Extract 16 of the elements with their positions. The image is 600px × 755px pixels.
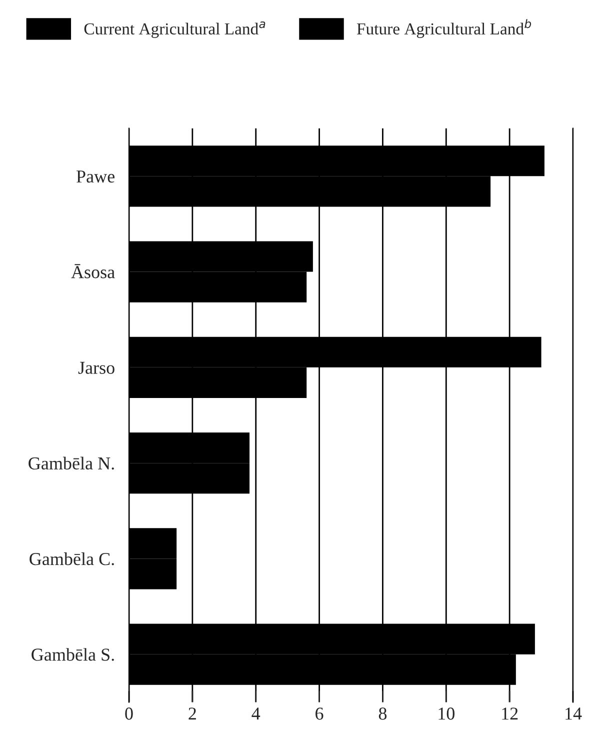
x-tick-label: 12 [502, 708, 518, 720]
x-tick-label: 0 [125, 708, 133, 720]
x-tick-label: 6 [316, 708, 324, 720]
legend-label: Current Agricultural Land$^{a}$ [84, 21, 266, 38]
y-tick-label: Gambēla C. [30, 552, 114, 566]
x-tick-label: 14 [566, 708, 582, 720]
x-tick-label: 10 [438, 708, 454, 720]
y-tick-label: Āsosa [71, 264, 115, 278]
x-tick-label: 4 [252, 708, 260, 720]
legend-label: Future Agricultural Land$^{b}$ [356, 19, 532, 38]
x-tick-label: 8 [378, 708, 387, 720]
y-tick-label: Jarso [78, 362, 114, 374]
y-tick-label: Gambēla S. [32, 648, 114, 661]
y-tick-label: Gambēla N. [28, 456, 114, 470]
y-tick-label: Pawe [76, 170, 114, 183]
x-tick-label: 2 [188, 708, 196, 720]
